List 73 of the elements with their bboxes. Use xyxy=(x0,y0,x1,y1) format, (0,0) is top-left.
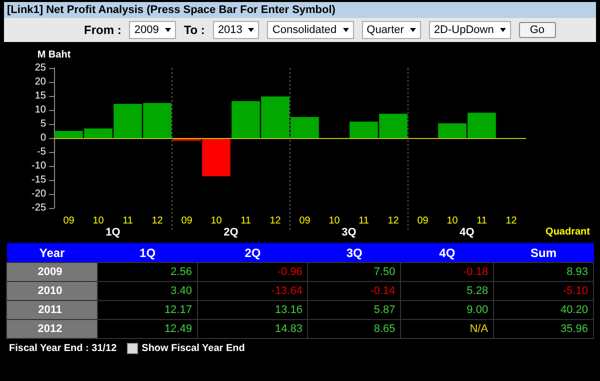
x-tick-label: 09 xyxy=(63,216,75,226)
x-tick-label: 12 xyxy=(152,216,164,226)
text: To : xyxy=(184,23,205,37)
x-tick-label: 10 xyxy=(328,216,340,226)
x-tick-label: 10 xyxy=(446,216,458,226)
text: Quadrant xyxy=(546,226,591,238)
x-tick-label: 11 xyxy=(476,216,488,226)
chart-title: [Link1] Net Profit Analysis (Press Space Bar For Enter Symbol) xyxy=(4,2,596,18)
data-label: 40.20 xyxy=(494,300,594,320)
data-label: 13.16 xyxy=(197,300,308,320)
text: N/A xyxy=(470,323,488,335)
x-tick-label: 12 xyxy=(270,216,282,226)
dropdown-field: Quarter xyxy=(362,21,421,39)
x-tick-label: 3Q xyxy=(308,243,401,262)
data-label: 7.50 xyxy=(308,262,401,282)
y-tick-label: -15 xyxy=(32,174,46,186)
data-label: -0.96 xyxy=(197,262,308,282)
x-tick-label: 12 xyxy=(388,216,400,226)
x-tick-label: 1Q xyxy=(98,243,198,262)
data-label: 8.93 xyxy=(494,262,594,282)
y-tick-label: -20 xyxy=(32,188,46,200)
y-tick-label: 2009 xyxy=(6,262,98,282)
y-tick-label: 0 xyxy=(40,132,46,144)
data-label: 12.17 xyxy=(98,300,198,320)
y-tick-label: 25 xyxy=(34,62,46,74)
y-tick-label: 2011 xyxy=(6,300,98,320)
y-tick-label: 2012 xyxy=(6,320,98,338)
x-tick-label: 09 xyxy=(417,216,429,226)
dropdown-field: 2009 xyxy=(129,21,176,39)
y-tick-label: 10 xyxy=(34,104,46,116)
text: 1Q xyxy=(106,226,121,238)
text: 2Q xyxy=(224,226,239,238)
x-tick-label: 11 xyxy=(358,216,370,226)
y-axis-title: M Baht xyxy=(37,50,72,60)
data-label: 5.28 xyxy=(400,282,494,300)
dropdown-field: Consolidated xyxy=(267,21,354,39)
data-label: 2.56 xyxy=(98,262,198,282)
text: 4Q xyxy=(460,226,475,238)
text: 3Q xyxy=(342,226,357,238)
y-tick-label: -5 xyxy=(37,146,46,158)
text: Show Fiscal Year End xyxy=(140,343,245,354)
dropdown-field: 2013 xyxy=(212,21,260,39)
data-label: 5.87 xyxy=(308,300,401,320)
data-label: -13.64 xyxy=(197,282,308,300)
y-tick-label: -10 xyxy=(32,160,46,172)
y-axis-title: Year xyxy=(6,243,98,262)
x-tick-label: Sum xyxy=(494,243,594,262)
y-tick-label: 15 xyxy=(34,90,46,102)
text: Fiscal Year End : 31/12 xyxy=(9,343,117,354)
y-tick-label: 2010 xyxy=(6,282,98,300)
text: From : xyxy=(84,23,122,37)
go-button: Go xyxy=(518,22,556,38)
data-label: 3.40 xyxy=(98,282,198,300)
data-label: -0.18 xyxy=(400,262,494,282)
data-label: -5.10 xyxy=(494,282,594,300)
x-tick-label: 11 xyxy=(240,216,252,226)
x-tick-label: 2Q xyxy=(197,243,308,262)
x-tick-label: 12 xyxy=(506,216,518,226)
dropdown-field: 2D-UpDown xyxy=(428,21,511,39)
x-tick-label: 10 xyxy=(210,216,222,226)
data-label: 14.83 xyxy=(197,320,308,338)
x-tick-label: 11 xyxy=(122,216,134,226)
data-label: 12.49 xyxy=(98,320,198,338)
data-label: 8.65 xyxy=(308,320,401,338)
x-tick-label: 4Q xyxy=(400,243,494,262)
x-tick-label: 09 xyxy=(299,216,311,226)
data-label: 9.00 xyxy=(400,300,494,320)
x-tick-label: 09 xyxy=(181,216,193,226)
y-tick-label: 20 xyxy=(34,76,46,88)
y-tick-label: -25 xyxy=(32,202,46,214)
data-label: -0.14 xyxy=(308,282,401,300)
data-label: 35.96 xyxy=(494,320,594,338)
y-tick-label: 5 xyxy=(40,118,46,130)
